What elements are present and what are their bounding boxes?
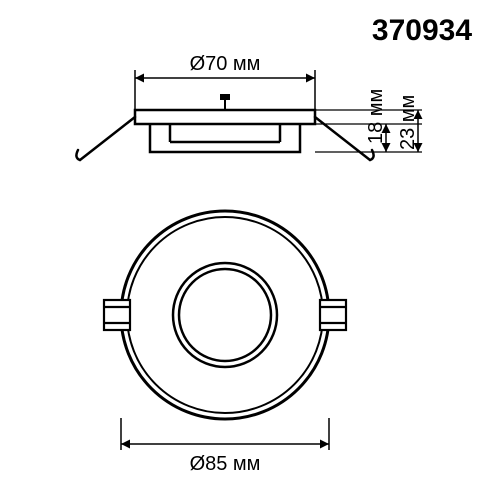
dim-outer-diameter: Ø85 мм bbox=[121, 418, 329, 475]
dim-height-outer-label: 23 мм bbox=[397, 95, 419, 150]
dim-top-width-label: Ø70 мм bbox=[190, 53, 261, 75]
technical-drawing: Ø70 мм bbox=[0, 0, 500, 500]
front-view: Ø85 мм bbox=[104, 211, 346, 475]
fixture-cross-section bbox=[135, 94, 315, 152]
dim-height-inner-label: 18 мм bbox=[365, 89, 387, 144]
side-view: Ø70 мм bbox=[76, 53, 422, 160]
product-code: 370934 bbox=[372, 14, 472, 48]
diagram-canvas: 370934 Ø70 мм bbox=[0, 0, 500, 500]
clip-slots bbox=[104, 300, 346, 330]
dim-outer-diameter-label: Ø85 мм bbox=[190, 453, 261, 475]
dim-heights: 18 мм 23 мм bbox=[315, 89, 422, 152]
